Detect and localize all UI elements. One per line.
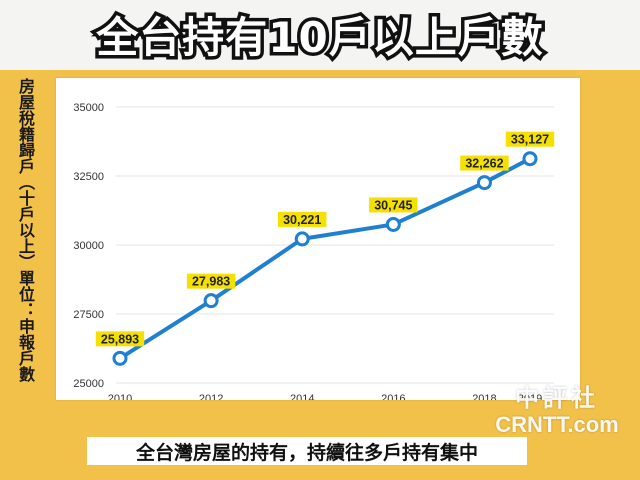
data-label: 25,893 [101, 332, 139, 346]
data-point [385, 216, 401, 232]
x-tick-label: 2012 [199, 393, 223, 400]
line-chart: 25000 27500 30000 32500 35000 2010 2012 2014 201… [73, 102, 555, 400]
chart-title: 全台持有10戶以上戶數 [93, 9, 546, 65]
watermark-english: CRNTT.com [495, 412, 619, 437]
data-label-bg [278, 211, 327, 227]
data-point [522, 151, 538, 167]
data-label: 27,983 [192, 275, 230, 289]
data-label-bg [505, 131, 555, 147]
watermark-chinese: 中評社 [515, 383, 599, 412]
data-label: 30,745 [374, 198, 412, 212]
y-tick-label: 27500 [73, 309, 104, 321]
crntt-watermark: 中評社 CRNTT.com [482, 384, 632, 454]
chart-panel: 25000 27500 30000 32500 35000 2010 2012 2014 201… [56, 78, 580, 400]
data-point [476, 175, 492, 191]
y-axis-label: 房屋稅籍歸戶（十戶以上）單位：申報戶數 [16, 78, 35, 382]
data-point [294, 231, 310, 247]
data-point [203, 293, 219, 309]
data-label-bg [95, 331, 145, 347]
data-label: 32,262 [465, 157, 503, 171]
y-tick-label: 32500 [73, 171, 104, 183]
data-label-bg [460, 155, 509, 171]
title-band [0, 0, 640, 70]
caption-banner: 全台灣房屋的持有，持續往多戶持有集中 [87, 437, 527, 465]
data-label: 33,127 [511, 133, 549, 147]
data-label-bg [369, 197, 418, 213]
y-tick-label: 35000 [73, 102, 104, 114]
series-line [118, 156, 532, 361]
data-label-bg [186, 273, 236, 289]
x-tick-label: 2018 [472, 393, 496, 400]
x-tick-label: 2016 [381, 393, 405, 400]
x-tick-label: 2014 [290, 393, 314, 400]
y-tick-label: 25000 [73, 378, 104, 390]
x-tick-label: 2010 [108, 393, 132, 400]
y-tick-label: 30000 [73, 240, 104, 252]
data-label: 30,221 [283, 213, 321, 227]
x-tick-label: 2019 [518, 393, 542, 400]
data-point [112, 350, 128, 366]
